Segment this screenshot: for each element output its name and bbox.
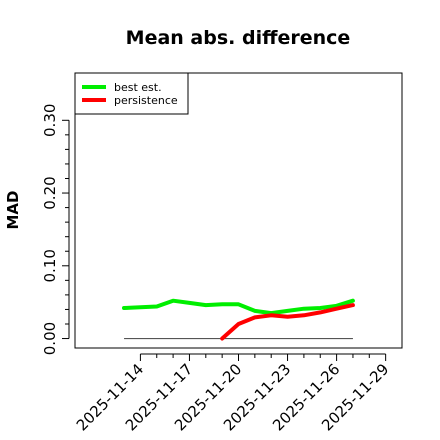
plot-frame: [74, 72, 403, 349]
legend-label: persistence: [114, 94, 178, 107]
y-tick-label: 0.30: [41, 104, 59, 137]
series-line-persistence: [220, 303, 355, 341]
legend-label: best est.: [114, 81, 162, 94]
y-tick-label: 0.20: [41, 176, 59, 209]
chart-title: Mean abs. difference: [126, 27, 351, 49]
y-axis: 0.00 0.10 0.20 0.30: [41, 104, 70, 355]
series-layer: [122, 298, 355, 341]
x-axis: 2025-11-142025-11-172025-11-202025-11-23…: [73, 353, 392, 434]
legend: best est.persistence: [74, 72, 189, 115]
legend-box: [74, 72, 189, 115]
series-line-best-est: [122, 298, 355, 316]
y-tick-label: 0.00: [41, 322, 59, 355]
y-axis-label: MAD: [4, 191, 22, 230]
y-tick-label: 0.10: [41, 249, 59, 282]
